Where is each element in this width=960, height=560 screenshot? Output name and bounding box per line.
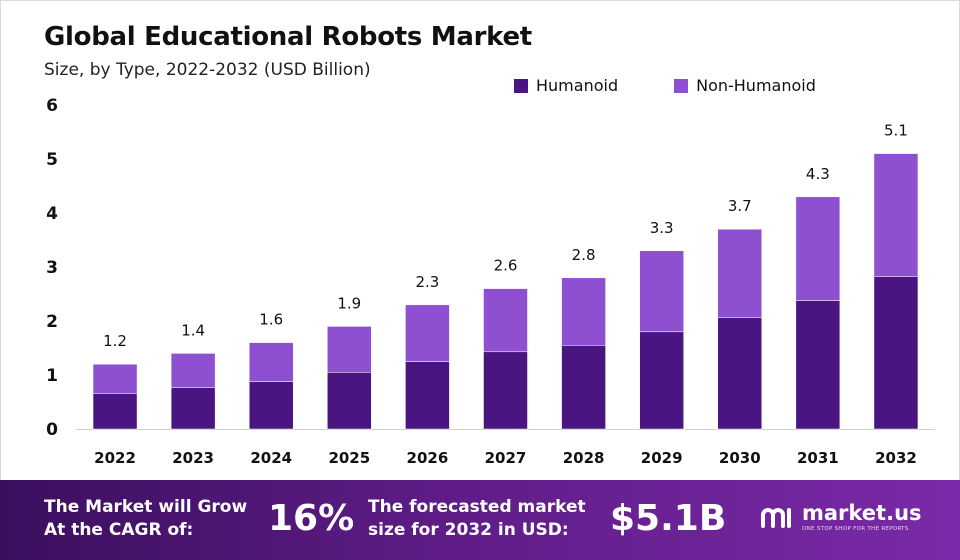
footer-banner: The Market will Grow At the CAGR of: 16%… [0, 480, 960, 560]
x-tick-label: 2027 [485, 449, 527, 467]
y-tick-label: 6 [46, 96, 58, 116]
y-tick-label: 5 [46, 150, 58, 170]
legend-label-non-humanoid: Non-Humanoid [696, 76, 816, 95]
y-tick-label: 2 [46, 312, 58, 332]
bar-non-humanoid [92, 363, 138, 394]
x-tick-label: 2030 [719, 449, 761, 467]
bar-humanoid [92, 393, 138, 430]
bar-humanoid [639, 331, 684, 430]
bar-non-humanoid [405, 304, 450, 362]
bar-non-humanoid [327, 326, 372, 373]
bar-humanoid [327, 372, 372, 430]
bar-humanoid [717, 317, 763, 430]
x-tick-label: 2028 [563, 449, 605, 467]
bar-chart: 0 1 2 3 4 5 6 1.2 2022 1.4 2023 1.6 2024 1.9 2025 2.3 20… [46, 96, 935, 467]
bar-non-humanoid [483, 288, 528, 353]
forecast-label: The forecasted market size for 2032 in U… [368, 497, 586, 540]
x-tick-label: 2031 [797, 449, 839, 467]
brand-logo: market.us ONE STOP SHOP FOR THE REPORTS [760, 502, 922, 532]
bar-non-humanoid [717, 228, 763, 319]
legend-item-non-humanoid: Non-Humanoid [674, 76, 816, 95]
chart-legend: Humanoid Non-Humanoid [514, 76, 816, 95]
bar-humanoid [170, 387, 216, 430]
y-tick-label: 1 [46, 366, 58, 386]
cagr-label: The Market will Grow At the CAGR of: [44, 497, 248, 540]
bar-non-humanoid [561, 277, 606, 346]
bar-total-label: 5.1 [884, 122, 908, 140]
bar-humanoid [561, 345, 606, 430]
bar-total-label: 3.3 [650, 219, 674, 237]
legend-item-humanoid: Humanoid [514, 76, 618, 95]
bar-total-label: 4.3 [806, 165, 830, 183]
bar-non-humanoid [795, 196, 841, 301]
bar-total-label: 1.2 [103, 332, 127, 350]
bar-non-humanoid [639, 250, 684, 333]
bar-non-humanoid [248, 342, 294, 382]
legend-label-humanoid: Humanoid [536, 76, 619, 95]
legend-swatch-humanoid [514, 78, 528, 93]
bar-humanoid [405, 361, 450, 430]
brand-tagline: ONE STOP SHOP FOR THE REPORTS [802, 526, 909, 532]
bar-total-label: 2.3 [415, 273, 439, 291]
bar-total-label: 1.6 [259, 311, 283, 329]
bar-total-label: 1.4 [181, 321, 205, 339]
market-us-logo-icon [761, 508, 791, 528]
bar-total-label: 2.6 [494, 257, 518, 275]
legend-swatch-non-humanoid [674, 78, 689, 93]
bar-total-label: 2.8 [572, 246, 596, 264]
bar-humanoid [795, 300, 841, 430]
x-tick-label: 2029 [641, 449, 683, 467]
y-tick-label: 4 [46, 204, 58, 224]
x-tick-label: 2022 [94, 449, 136, 467]
x-tick-label: 2026 [407, 449, 449, 467]
bar-non-humanoid [873, 153, 919, 277]
bar-total-label: 3.7 [728, 197, 752, 215]
y-tick-label: 0 [46, 420, 58, 440]
chart-title: Global Educational Robots Market [44, 22, 532, 52]
chart-subtitle: Size, by Type, 2022-2032 (USD Billion) [44, 60, 371, 80]
y-tick-label: 3 [46, 258, 58, 278]
bar-humanoid [483, 351, 528, 430]
bar-total-label: 1.9 [337, 294, 361, 312]
x-tick-label: 2023 [172, 449, 214, 467]
x-tick-label: 2025 [328, 449, 370, 467]
forecast-value: $5.1B [610, 498, 727, 539]
x-tick-label: 2032 [875, 449, 917, 467]
bar-humanoid [873, 276, 919, 430]
bar-non-humanoid [170, 353, 216, 388]
brand-name: market.us [802, 501, 922, 525]
cagr-value: 16% [268, 498, 355, 539]
x-tick-label: 2024 [250, 449, 292, 467]
bar-humanoid [248, 381, 294, 430]
